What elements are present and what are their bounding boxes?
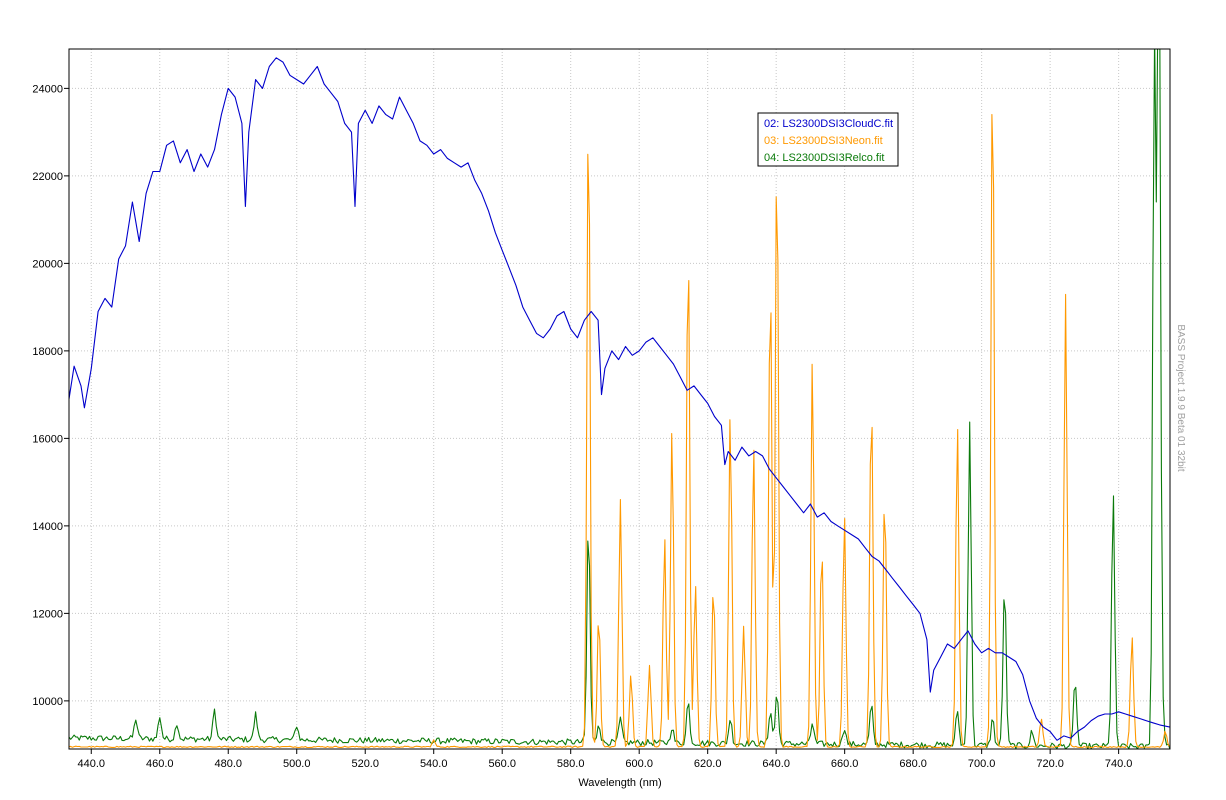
y-tick-label: 22000 (32, 171, 63, 183)
y-tick-label: 14000 (32, 521, 63, 533)
grid-lines (69, 49, 1170, 749)
x-axis-ticks: 440.0 460.0 480.0 500.0 520.0 540.0 560.0 580.0… (77, 749, 1132, 770)
x-tick-label: 640.0 (762, 758, 790, 770)
x-tick-label: 680.0 (899, 758, 927, 770)
x-tick-label: 500.0 (283, 758, 311, 770)
series-layer (69, 49, 1170, 749)
series-cloudc-line (69, 57, 1170, 741)
x-axis-title: Wavelength (nm) (578, 777, 661, 789)
watermark-text: BASS Project 1.9.9 Beta 01 32bit (1175, 324, 1186, 472)
legend-entry-neon: 03: LS2300DSI3Neon.fit (764, 135, 883, 147)
x-tick-label: 440.0 (77, 758, 105, 770)
x-tick-label: 580.0 (557, 758, 585, 770)
x-tick-label: 740.0 (1105, 758, 1133, 770)
x-tick-label: 720.0 (1036, 758, 1064, 770)
series-neon-line (69, 113, 1170, 749)
y-tick-label: 20000 (32, 258, 63, 270)
series-relco-line (69, 49, 1170, 749)
x-tick-label: 660.0 (831, 758, 859, 770)
x-tick-label: 560.0 (488, 758, 516, 770)
x-tick-label: 620.0 (694, 758, 722, 770)
x-tick-label: 700.0 (968, 758, 996, 770)
legend-box (757, 112, 899, 167)
x-tick-label: 520.0 (351, 758, 379, 770)
y-tick-label: 24000 (32, 83, 63, 95)
x-tick-label: 600.0 (625, 758, 653, 770)
legend-entry-cloudc: 02: LS2300DSI3CloudC.fit (764, 118, 893, 130)
y-tick-label: 18000 (32, 346, 63, 358)
legend[interactable]: 02: LS2300DSI3CloudC.fit 03: LS2300DSI3N… (757, 112, 899, 167)
plot-background (69, 49, 1170, 749)
x-tick-label: 480.0 (214, 758, 242, 770)
y-tick-label: 16000 (32, 433, 63, 445)
x-tick-label: 540.0 (420, 758, 448, 770)
y-axis-ticks: 10000 12000 14000 16000 18000 20000 22000 24000 (32, 83, 69, 708)
plot-frame (68, 48, 1171, 750)
y-tick-label: 10000 (32, 696, 63, 708)
legend-entry-relco: 04: LS2300DSI3Relco.fit (764, 152, 884, 164)
x-tick-label: 460.0 (146, 758, 174, 770)
y-tick-label: 12000 (32, 608, 63, 620)
